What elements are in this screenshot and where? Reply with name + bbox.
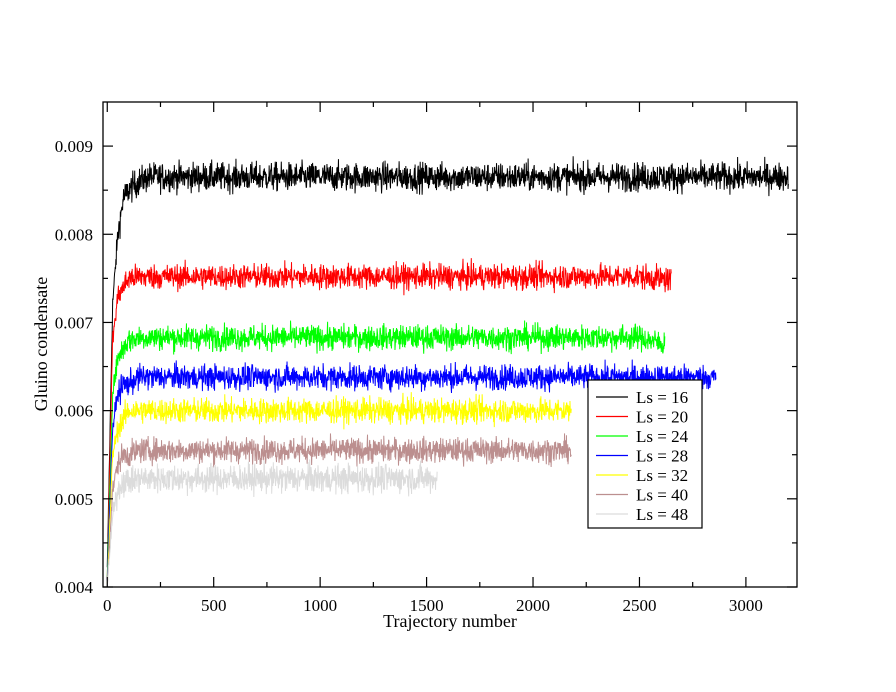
x-tick-label: 1500 xyxy=(410,596,444,615)
series-line-ls-20 xyxy=(106,258,672,579)
legend-label: Ls = 16 xyxy=(636,388,688,407)
legend-label: Ls = 48 xyxy=(636,505,688,524)
y-axis-title: Gluino condensate xyxy=(31,277,51,411)
legend-label: Ls = 28 xyxy=(636,447,688,466)
series-line-ls-24 xyxy=(106,320,666,578)
series-line-ls-40 xyxy=(106,433,572,588)
series-layer xyxy=(106,156,789,588)
x-tick-label: 500 xyxy=(201,596,227,615)
y-tick-label: 0.009 xyxy=(55,137,93,156)
series-line-ls-16 xyxy=(106,156,789,568)
x-tick-label: 3000 xyxy=(729,596,763,615)
y-tick-label: 0.004 xyxy=(55,578,94,597)
x-axis-title: Trajectory number xyxy=(383,611,517,631)
y-tick-label: 0.006 xyxy=(55,402,93,421)
plot-frame xyxy=(102,101,798,588)
x-tick-label: 1000 xyxy=(303,596,337,615)
series-line-ls-32 xyxy=(106,392,572,584)
series-line-ls-48 xyxy=(106,459,438,588)
series-line-ls-28 xyxy=(106,359,717,581)
y-tick-label: 0.007 xyxy=(55,313,94,332)
legend-box xyxy=(587,379,703,529)
x-tick-label: 2000 xyxy=(516,596,550,615)
ticks-layer: 0 500 1000 1500 2000 2500 3000 0.004 0.005 0.006 0… xyxy=(55,102,797,615)
y-tick-label: 0.008 xyxy=(55,225,93,244)
legend-label: Ls = 24 xyxy=(636,427,689,446)
y-tick-label: 0.005 xyxy=(55,490,93,509)
legend-label: Ls = 40 xyxy=(636,486,688,505)
legend-label: Ls = 32 xyxy=(636,466,688,485)
x-tick-label: 0 xyxy=(103,596,112,615)
x-tick-label: 2500 xyxy=(622,596,656,615)
legend-label: Ls = 20 xyxy=(636,408,688,427)
